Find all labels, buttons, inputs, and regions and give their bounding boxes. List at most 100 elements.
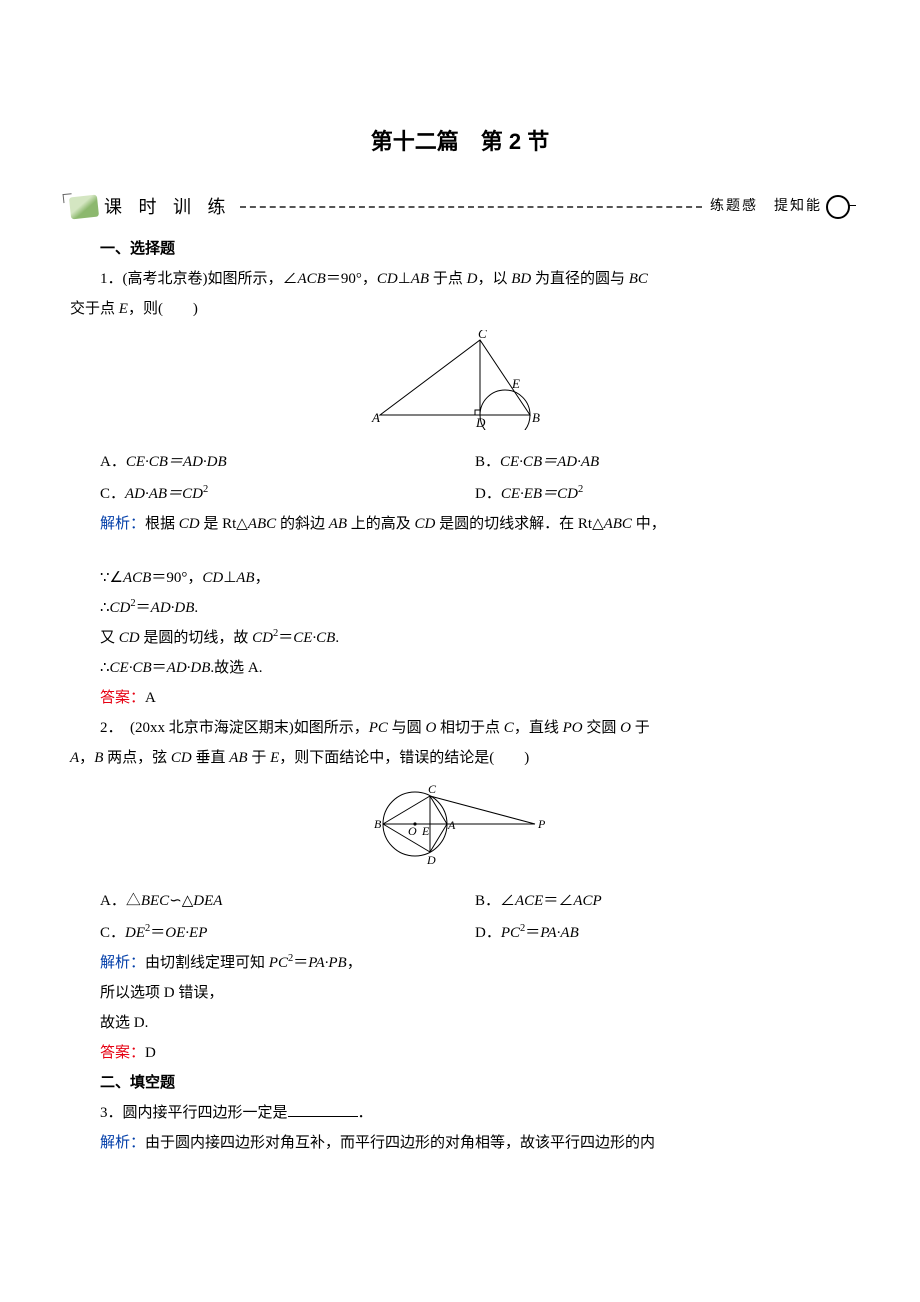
answer-label: 答案：: [100, 1045, 145, 1061]
t: 两点，弦: [103, 750, 171, 766]
v: OE·EP: [165, 925, 207, 941]
var-d: D: [467, 271, 478, 287]
q1-options: A．CE·CB＝AD·DB B．CE·CB＝AD·AB C．AD·AB＝CD2 …: [100, 447, 850, 509]
l: B．∠: [475, 893, 515, 909]
t: 上的高及: [347, 516, 415, 532]
label: A．: [100, 454, 126, 470]
q3-stem: 3．圆内接平行四边形一定是．: [70, 1098, 850, 1128]
t: ＝: [150, 925, 165, 941]
section-1-heading: 一、选择题: [100, 234, 850, 264]
answer-value: D: [145, 1045, 156, 1061]
q2-option-b: B．∠ACE＝∠ACP: [475, 886, 850, 916]
v: B: [94, 750, 103, 766]
t: 于: [248, 750, 271, 766]
v: CD: [171, 750, 192, 766]
v: A: [70, 750, 79, 766]
t: ＝: [525, 925, 540, 941]
t: ∴: [100, 660, 110, 676]
section-2-heading: 二、填空题: [100, 1068, 850, 1098]
v: CD: [119, 630, 140, 646]
v: AB: [329, 516, 347, 532]
q2-answer: 答案：D: [100, 1038, 850, 1068]
fig2-label-c: C: [428, 782, 437, 796]
banner-divider: [240, 206, 703, 208]
t: ＝: [136, 600, 151, 616]
q1-analysis: 解析：根据 CD 是 Rt△ABC 的斜边 AB 上的高及 CD 是圆的切线求解…: [100, 509, 850, 539]
t: .故选 A.: [210, 660, 262, 676]
q1-option-d: D．CE·EB＝CD2: [475, 479, 850, 509]
fig1-label-d: D: [475, 415, 486, 430]
label: B．: [475, 454, 500, 470]
var-bc: BC: [629, 271, 648, 287]
t: 的斜边: [276, 516, 329, 532]
analysis-label: 解析：: [100, 1135, 145, 1151]
v: ACP: [573, 893, 601, 909]
t: ＝∠: [543, 893, 573, 909]
q1-line2: ∴CD2＝AD·DB.: [100, 593, 850, 623]
t: 交圆: [583, 720, 621, 736]
analysis-label: 解析：: [100, 955, 145, 971]
v: CE·CB: [293, 630, 335, 646]
q2-line2: 故选 D.: [100, 1008, 850, 1038]
analysis-label: 解析：: [100, 516, 145, 532]
v: DE: [125, 925, 145, 941]
q2-figure: A B C D E O P: [70, 779, 850, 880]
q2-option-c: C．DE2＝OE·EP: [100, 918, 475, 948]
v: O: [425, 720, 436, 736]
t: ∵∠: [100, 570, 123, 586]
t: ∽△: [169, 893, 193, 909]
text: ，则( ): [128, 301, 198, 317]
t: ＝: [293, 955, 308, 971]
v: O: [620, 720, 631, 736]
expr: CE·CB＝AD·DB: [126, 454, 227, 470]
section-banner: 课 时 训 练 练题感 提知能: [70, 192, 850, 222]
q2-options: A．△BEC∽△DEA B．∠ACE＝∠ACP C．DE2＝OE·EP D．PC…: [100, 886, 850, 948]
q1-option-b: B．CE·CB＝AD·AB: [475, 447, 850, 477]
t: ＝: [152, 660, 167, 676]
q2-stem: 2． (20xx 北京市海淀区期末)如图所示，PC 与圆 O 相切于点 C，直线…: [70, 713, 850, 743]
q1-line4: ∴CE·CB＝AD·DB.故选 A.: [100, 653, 850, 683]
var-e: E: [119, 301, 128, 317]
q2-line1: 所以选项 D 错误，: [100, 978, 850, 1008]
var-cd: CD: [377, 271, 398, 287]
t: 又: [100, 630, 119, 646]
fig1-label-b: B: [532, 410, 540, 425]
t: 由切割线定理可知: [145, 955, 269, 971]
text: 交于点: [70, 301, 119, 317]
q2-option-a: A．△BEC∽△DEA: [100, 886, 475, 916]
expr: AD·AB＝CD: [125, 486, 203, 502]
banner-left-text: 课 时 训 练: [104, 189, 232, 225]
fig1-label-e: E: [511, 376, 520, 391]
q1-answer: 答案：A: [100, 683, 850, 713]
t: ，: [255, 570, 270, 586]
t: 中，: [632, 516, 666, 532]
t: ⊥: [223, 570, 236, 586]
t: 相切于点: [436, 720, 504, 736]
v: PA·AB: [540, 925, 578, 941]
book-icon: [69, 195, 99, 220]
t: ，直线: [514, 720, 563, 736]
q1-line1: ∵∠ACB＝90°，CD⊥AB，: [100, 563, 850, 593]
t: 与圆: [388, 720, 426, 736]
label: C．: [100, 486, 125, 502]
v: PA·PB: [308, 955, 346, 971]
v: CE·CB: [110, 660, 152, 676]
fig1-label-c: C: [478, 330, 487, 341]
sup: 2: [203, 484, 208, 495]
t: ，: [347, 955, 362, 971]
sup: 2: [578, 484, 583, 495]
t: 由于圆内接四边形对角互补，而平行四边形的对角相等，故该平行四边形的内: [145, 1135, 655, 1151]
t: 垂直: [192, 750, 230, 766]
v: ACE: [515, 893, 543, 909]
page-title: 第十二篇 第 2 节: [70, 120, 850, 164]
fig2-label-a: A: [447, 818, 456, 832]
v: ABC: [604, 516, 632, 532]
q2-option-d: D．PC2＝PA·AB: [475, 918, 850, 948]
l: C．: [100, 925, 125, 941]
fill-blank[interactable]: [288, 1101, 358, 1117]
v: DEA: [193, 893, 222, 909]
l: D．: [475, 925, 501, 941]
t: .: [335, 630, 339, 646]
fig2-label-p: P: [537, 817, 546, 831]
q3-analysis: 解析：由于圆内接四边形对角互补，而平行四边形的对角相等，故该平行四边形的内: [100, 1128, 850, 1158]
